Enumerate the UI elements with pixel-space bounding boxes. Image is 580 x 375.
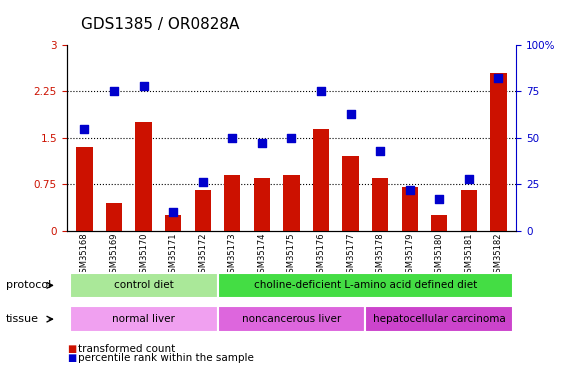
Point [346,111,355,117]
Bar [342,156,358,231]
Text: control diet: control diet [114,280,173,290]
Bar [490,73,506,231]
Point [80,126,89,132]
Bar [195,190,211,231]
Point [198,179,208,185]
Text: protocol: protocol [6,280,51,290]
Text: choline-deficient L-amino acid defined diet: choline-deficient L-amino acid defined d… [254,280,477,290]
Point [464,176,473,181]
Point [287,135,296,141]
Text: normal liver: normal liver [112,314,175,324]
Point [375,148,385,154]
Text: hepatocellular carcinoma: hepatocellular carcinoma [373,314,506,324]
Point [110,88,119,94]
Point [405,187,414,193]
Point [139,83,148,89]
Bar [461,190,477,231]
Bar [431,215,447,231]
Point [494,75,503,81]
Bar [77,147,93,231]
Point [228,135,237,141]
Text: percentile rank within the sample: percentile rank within the sample [78,353,254,363]
Bar [136,122,152,231]
Bar [253,178,270,231]
Bar [313,129,329,231]
Text: noncancerous liver: noncancerous liver [242,314,341,324]
Bar [283,175,300,231]
Point [434,196,444,202]
Bar [106,203,122,231]
Point [169,209,178,215]
Text: ■: ■ [67,344,76,354]
Bar [224,175,241,231]
Bar [165,215,182,231]
Point [258,140,267,146]
Point [316,88,325,94]
Bar [401,188,418,231]
Bar [372,178,388,231]
Text: transformed count: transformed count [78,344,176,354]
Text: tissue: tissue [6,314,39,324]
Text: ■: ■ [67,353,76,363]
Text: GDS1385 / OR0828A: GDS1385 / OR0828A [81,17,240,32]
